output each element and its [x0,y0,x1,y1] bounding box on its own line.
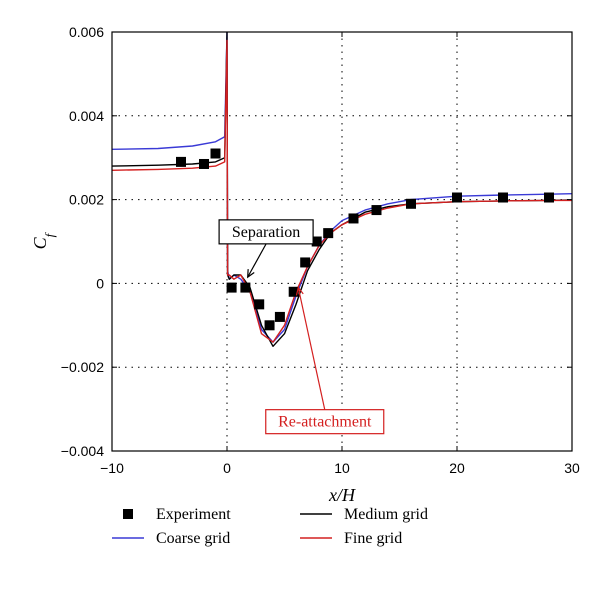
series-fine-grid [112,39,572,343]
experiment-point [264,320,275,331]
experiment-point [210,148,221,159]
x-axis-label: x/H [328,485,356,505]
y-tick-label: −0.002 [61,359,104,375]
experiment-point [498,192,508,203]
annotation-layer: Separation Re-attachment [218,219,385,435]
y-tick-label: 0.002 [69,192,104,208]
experiment-point [544,192,554,203]
re-attachmentlabel: Re-attachment [278,414,372,431]
re-attachmentbox [265,409,385,435]
experiment-point [452,192,462,203]
y-axis-label: Cf [30,231,57,249]
experiment-point [371,205,382,216]
legend-label-medium-grid: Medium grid [344,506,428,523]
x-tick-label: 0 [223,460,231,476]
legend-label-fine-grid: Fine grid [344,530,402,547]
x-tick-label: −10 [100,460,124,476]
separationlabel: Separation [232,224,300,241]
y-tick-label: 0 [96,275,104,291]
marker-layer [176,148,554,331]
legend-label-experiment: Experiment [156,506,231,523]
experiment-point [199,158,209,169]
experiment-point [311,236,322,247]
experiment-point [274,311,285,322]
experiment-point [226,282,237,293]
experiment-point [300,257,311,268]
experiment-point [288,286,299,297]
separationarrow [247,243,267,278]
y-tick-label: 0.004 [69,108,104,124]
experiment-point [176,156,186,167]
y-tick-label: 0.006 [69,24,104,40]
x-tick-label: 10 [334,460,350,476]
legend-marker-experiment [123,509,133,519]
experiment-point [254,299,265,310]
x-tick-label: 30 [564,460,580,476]
separationarrowhead [247,269,255,279]
re-attachmentarrowhead [295,286,304,296]
experiment-point [323,228,334,239]
experiment-point [348,213,359,224]
tick-layer: −10 0 10 20 30 −0.004 −0.002 0 0.002 0.004 0.006 [61,24,580,476]
y-tick-label: −0.004 [61,443,104,459]
legend-label-coarse-grid: Coarse grid [156,530,230,547]
grid-layer [112,32,572,451]
x-tick-label: 20 [449,460,465,476]
experiment-point [240,282,251,293]
re-attachmentarrow [297,287,326,410]
legend: Experiment Medium grid Coarse grid Fine gri… [112,506,428,547]
experiment-point [406,198,416,209]
separationbox [218,219,314,245]
